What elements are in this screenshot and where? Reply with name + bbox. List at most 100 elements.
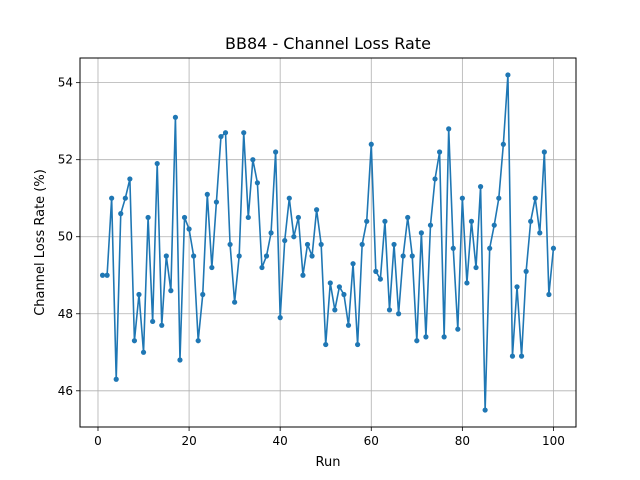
- data-point: [500, 141, 506, 147]
- data-point: [341, 291, 347, 298]
- data-point: [127, 176, 133, 182]
- data-point: [509, 353, 516, 359]
- data-point: [441, 334, 447, 340]
- chart-title: BB84 - Channel Loss Rate: [225, 34, 431, 53]
- data-point: [518, 353, 525, 359]
- data-point: [436, 149, 443, 155]
- data-point: [140, 349, 147, 355]
- data-point: [150, 318, 156, 325]
- data-point: [464, 280, 470, 286]
- data-point: [455, 326, 461, 332]
- data-point: [277, 315, 283, 321]
- data-point: [136, 291, 142, 298]
- data-point: [218, 133, 224, 140]
- data-point: [222, 130, 229, 136]
- data-point: [131, 338, 138, 344]
- y-tick-label: 48: [58, 307, 73, 321]
- data-point: [268, 230, 274, 236]
- data-point: [232, 299, 238, 305]
- data-point: [118, 211, 124, 217]
- data-point: [145, 214, 151, 221]
- data-point: [396, 311, 402, 317]
- data-point: [172, 114, 179, 120]
- data-point: [186, 226, 192, 232]
- data-point: [309, 253, 315, 259]
- data-point: [496, 195, 502, 201]
- data-point: [209, 264, 215, 271]
- data-point: [418, 230, 424, 236]
- data-point: [491, 222, 497, 228]
- data-point: [323, 341, 329, 348]
- y-axis-title: Channel Loss Rate (%): [33, 169, 48, 316]
- data-point: [204, 191, 210, 197]
- y-tick-label: 54: [58, 76, 73, 90]
- x-tick-label: 40: [273, 434, 288, 448]
- x-tick-label: 20: [181, 434, 196, 448]
- series-line: [102, 74, 555, 411]
- y-tick-label: 46: [58, 384, 73, 398]
- data-point: [423, 334, 429, 340]
- data-point: [377, 276, 383, 282]
- data-point: [537, 230, 543, 236]
- data-point: [373, 268, 379, 274]
- data-point: [450, 245, 456, 251]
- data-point: [327, 280, 333, 286]
- data-point: [168, 288, 174, 294]
- data-point: [477, 184, 484, 190]
- y-tick-label: 52: [58, 153, 73, 167]
- data-point: [400, 253, 406, 259]
- x-axis-title: Run: [316, 455, 341, 470]
- data-point: [241, 130, 247, 136]
- data-point: [263, 253, 270, 259]
- data-point: [473, 264, 479, 271]
- data-point: [546, 291, 552, 298]
- data-point: [122, 195, 128, 201]
- data-point: [405, 214, 411, 221]
- data-point: [213, 199, 220, 205]
- data-point: [109, 195, 115, 201]
- data-point: [273, 149, 279, 155]
- data-point: [254, 180, 260, 186]
- data-point: [291, 234, 297, 240]
- data-point: [104, 272, 110, 278]
- axes: 0 20 40 60 80 100 46 48 50 52 54: [58, 76, 565, 448]
- data-point: [181, 214, 188, 221]
- data-point: [523, 268, 529, 274]
- data-point: [295, 214, 301, 221]
- data-point: [359, 241, 365, 248]
- data-point: [459, 195, 465, 201]
- data-point: [336, 284, 342, 290]
- data-point: [487, 245, 493, 251]
- data-point: [386, 307, 393, 313]
- data-point: [300, 272, 306, 278]
- data-point: [314, 207, 320, 213]
- data-point: [541, 149, 547, 155]
- data-point: [286, 195, 292, 201]
- data-point: [355, 341, 361, 348]
- data-point: [414, 338, 420, 344]
- x-tick-label: 60: [364, 434, 379, 448]
- data-point: [345, 322, 352, 328]
- data-point: [245, 214, 251, 221]
- data-point: [468, 218, 475, 224]
- data-point: [368, 141, 374, 147]
- data-point: [191, 253, 197, 259]
- data-point: [364, 218, 370, 224]
- data-point: [99, 272, 106, 278]
- data-point: [318, 241, 324, 248]
- data-point: [259, 264, 265, 271]
- data-point: [505, 72, 511, 78]
- data-point: [382, 218, 388, 224]
- data-point: [350, 261, 356, 267]
- data-point: [482, 407, 488, 413]
- series-layer: [99, 72, 557, 413]
- data-point: [532, 195, 538, 201]
- data-point: [154, 160, 160, 167]
- data-point: [236, 253, 242, 259]
- data-point: [432, 176, 438, 182]
- data-point: [113, 376, 119, 382]
- data-point: [282, 237, 288, 244]
- x-tick-label: 0: [94, 434, 102, 448]
- data-point: [528, 218, 534, 224]
